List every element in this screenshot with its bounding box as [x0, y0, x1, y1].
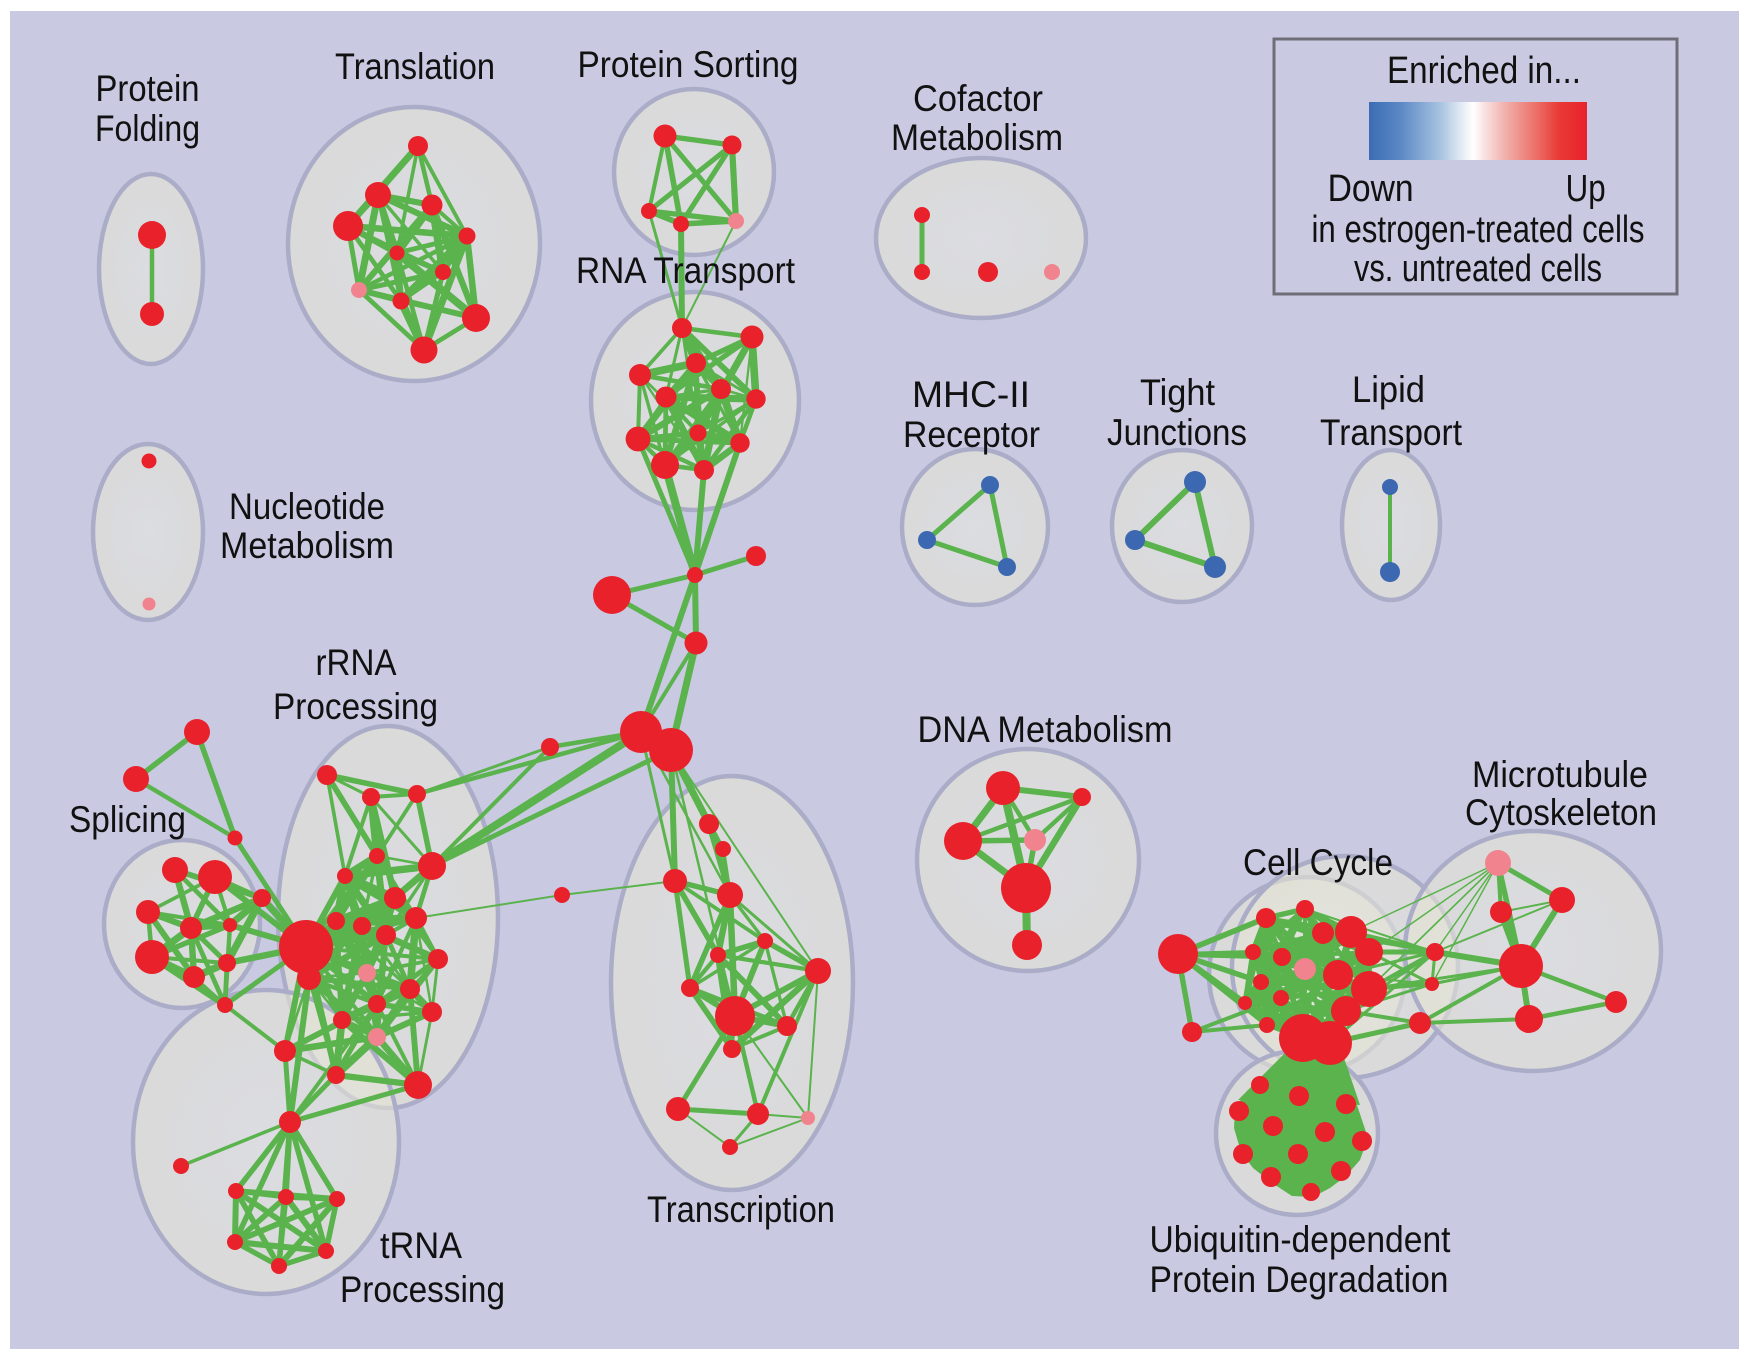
- svg-text:Cell Cycle: Cell Cycle: [1243, 842, 1393, 883]
- svg-text:Protein Sorting: Protein Sorting: [578, 44, 799, 85]
- svg-text:Ubiquitin-dependent: Ubiquitin-dependent: [1150, 1219, 1452, 1260]
- svg-text:Protein: Protein: [96, 68, 200, 109]
- svg-text:Receptor: Receptor: [903, 414, 1040, 455]
- svg-text:Folding: Folding: [95, 108, 200, 149]
- svg-text:Enriched in...: Enriched in...: [1387, 50, 1581, 92]
- svg-text:in estrogen-treated cells: in estrogen-treated cells: [1312, 209, 1645, 251]
- svg-text:Tight: Tight: [1140, 372, 1216, 413]
- svg-text:RNA Transport: RNA Transport: [576, 250, 796, 291]
- svg-text:Lipid: Lipid: [1352, 369, 1425, 410]
- svg-text:Transport: Transport: [1320, 412, 1463, 453]
- svg-text:rRNA: rRNA: [316, 642, 397, 683]
- svg-text:MHC-II: MHC-II: [912, 374, 1030, 415]
- svg-text:Processing: Processing: [273, 686, 438, 727]
- svg-text:vs. untreated cells: vs. untreated cells: [1354, 248, 1602, 290]
- svg-text:Splicing: Splicing: [69, 799, 186, 840]
- svg-text:Down: Down: [1328, 168, 1414, 210]
- svg-text:Processing: Processing: [340, 1269, 505, 1310]
- svg-text:DNA Metabolism: DNA Metabolism: [918, 709, 1173, 750]
- svg-text:Microtubule: Microtubule: [1472, 754, 1648, 795]
- svg-text:Cytoskeleton: Cytoskeleton: [1465, 792, 1657, 833]
- svg-text:Cofactor: Cofactor: [913, 78, 1043, 119]
- svg-text:Up: Up: [1566, 168, 1606, 210]
- svg-text:Metabolism: Metabolism: [220, 525, 394, 566]
- svg-text:Transcription: Transcription: [647, 1189, 835, 1230]
- svg-text:tRNA: tRNA: [380, 1225, 462, 1266]
- svg-text:Translation: Translation: [335, 46, 495, 87]
- svg-text:Junctions: Junctions: [1107, 412, 1247, 453]
- svg-text:Protein Degradation: Protein Degradation: [1150, 1259, 1449, 1300]
- svg-text:Metabolism: Metabolism: [891, 117, 1063, 158]
- svg-text:Nucleotide: Nucleotide: [229, 486, 385, 527]
